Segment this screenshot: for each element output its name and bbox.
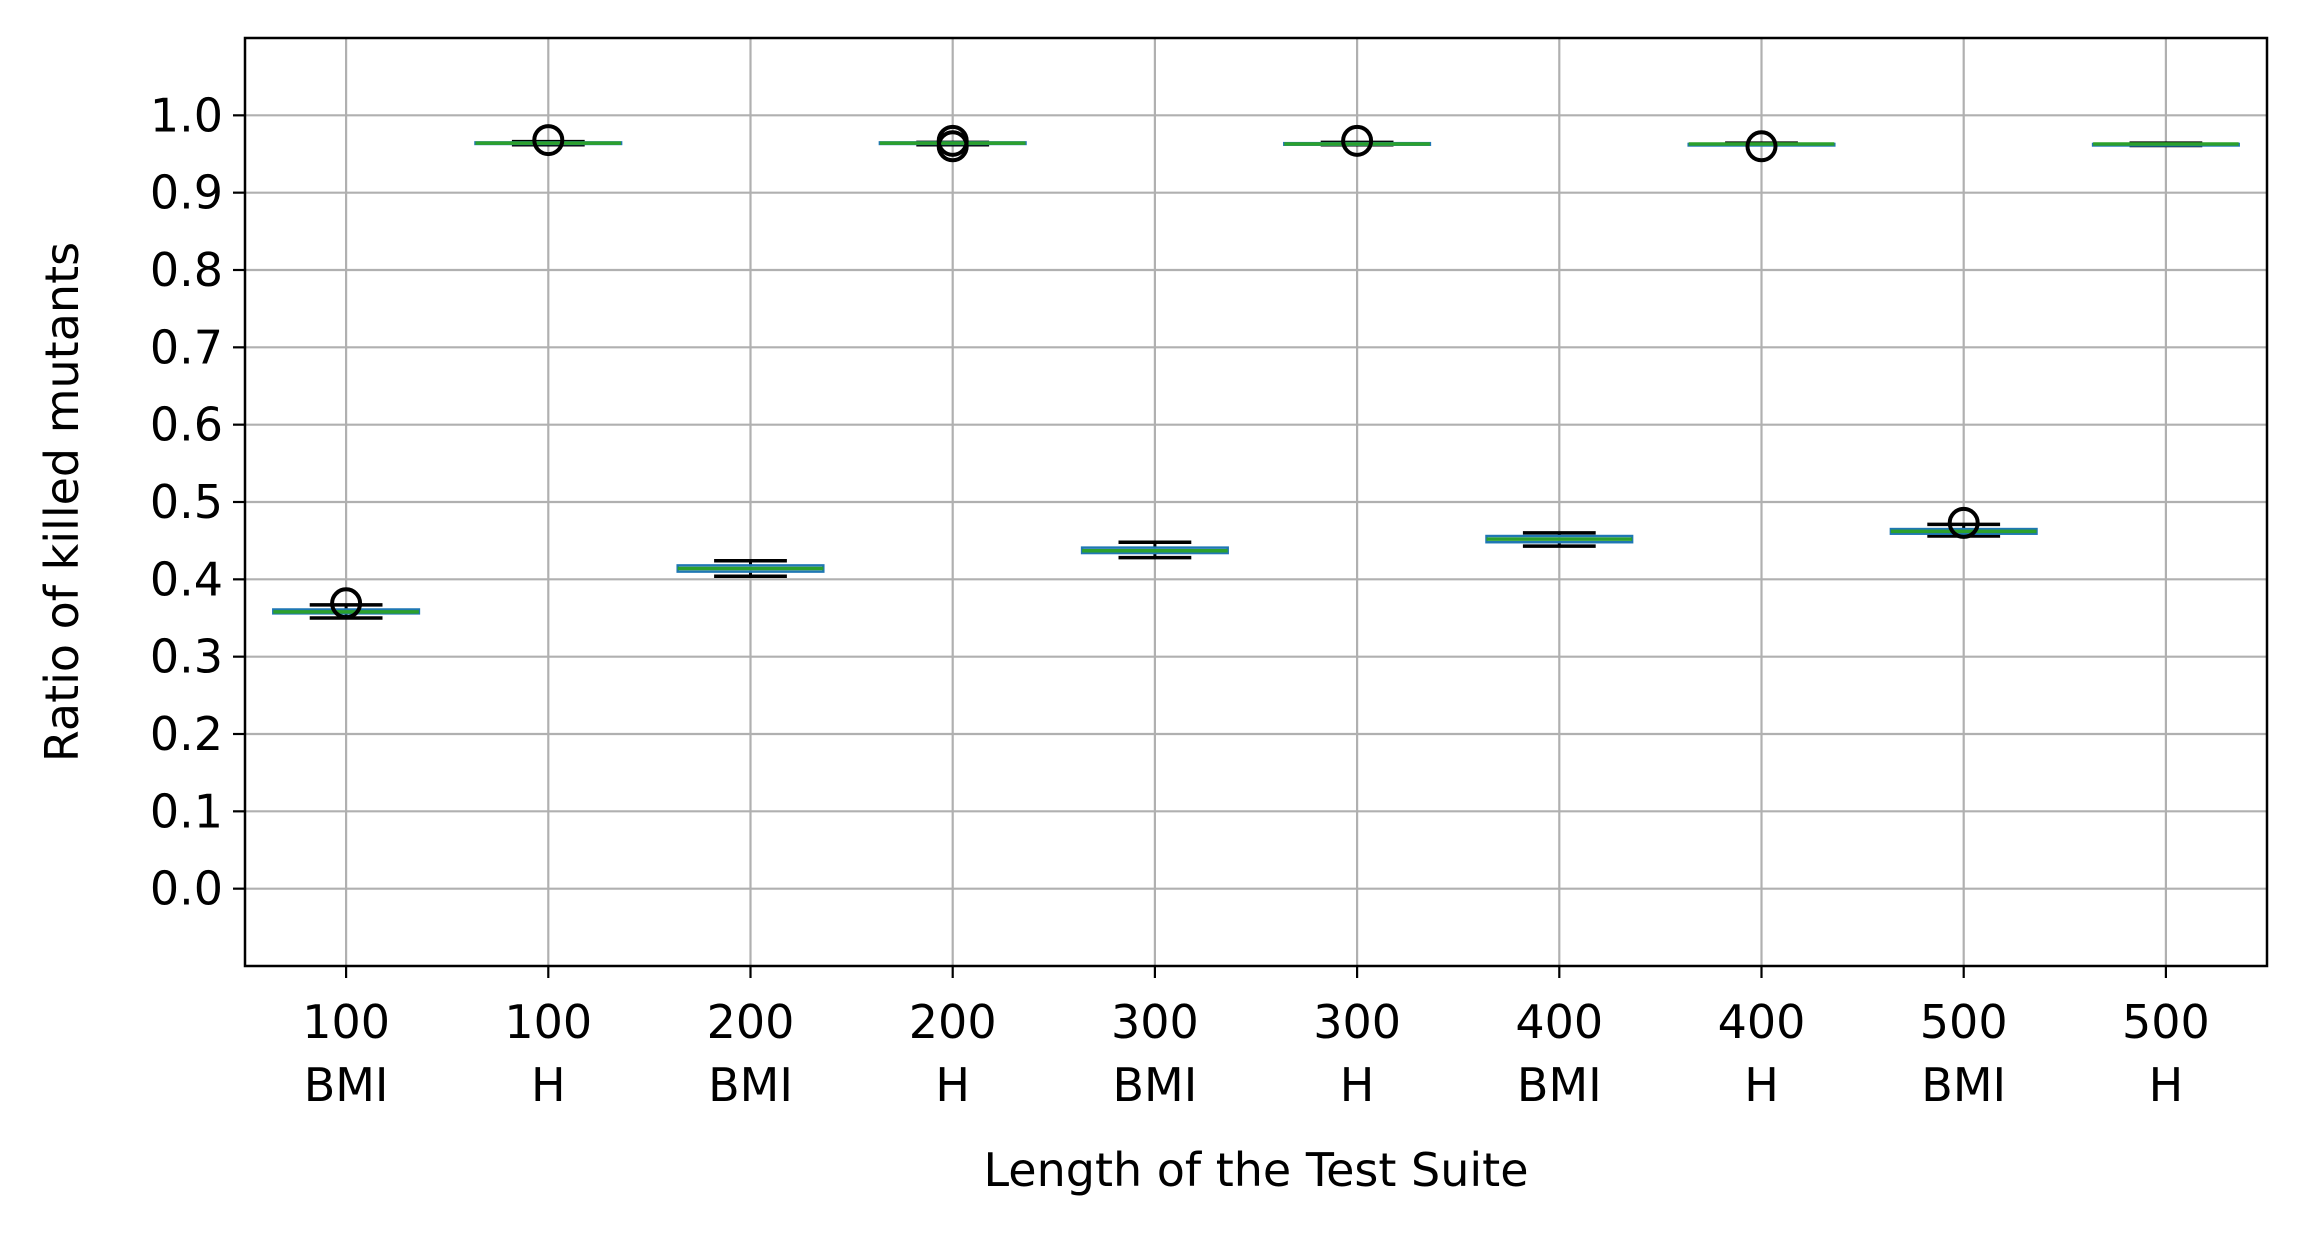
y-axis: 0.0 0.1 0.2 0.3 0.4 0.5 0.6 0.7 0.8 0.9 1.0 (150, 88, 245, 916)
flier-7-0 (1745, 130, 1778, 163)
box-1 (474, 124, 623, 157)
x-axis: 100 BMI 100 H 200 BMI 200 H 300 BMI 300 H 400 BMI 400 H… (302, 966, 2210, 1112)
box-7 (1687, 130, 1836, 163)
y-tick-label-7: 0.7 (150, 320, 223, 374)
y-axis-title: Ratio of killed mutants (35, 242, 89, 762)
y-tick-label-8: 0.8 (150, 243, 223, 297)
x-axis-title: Length of the Test Suite (983, 1143, 1528, 1197)
y-tick-label-2: 0.2 (150, 707, 223, 761)
x-tick-label-2-line2: BMI (708, 1058, 793, 1112)
grid-lines (245, 38, 2267, 966)
x-tick-label-4-line1: 300 (1111, 995, 1199, 1049)
y-tick-label-0: 0.0 (150, 862, 223, 916)
box-9 (2091, 141, 2240, 148)
flier-8-0 (1947, 506, 1980, 539)
y-tick-label-6: 0.6 (150, 398, 223, 452)
x-tick-label-5-line1: 300 (1313, 995, 1401, 1049)
box-2 (676, 559, 825, 578)
y-tick-label-1: 0.1 (150, 784, 223, 838)
x-tick-label-6-line1: 400 (1515, 995, 1603, 1049)
x-tick-label-9-line2: H (2149, 1058, 2184, 1112)
x-tick-label-3-line2: H (935, 1058, 970, 1112)
x-tick-label-1-line2: H (531, 1058, 566, 1112)
x-tick-label-3-line1: 200 (909, 995, 997, 1049)
box-0 (272, 587, 421, 620)
box-4 (1080, 540, 1229, 560)
x-tick-label-7-line1: 400 (1718, 995, 1806, 1049)
x-tick-label-6-line2: BMI (1517, 1058, 1602, 1112)
box-8 (1889, 506, 2038, 539)
flier-3-1 (936, 124, 969, 157)
box-series (272, 124, 2240, 620)
box-5 (1283, 124, 1432, 157)
y-tick-label-3: 0.3 (150, 630, 223, 684)
y-tick-label-9: 0.9 (150, 166, 223, 220)
x-tick-label-8-line1: 500 (1920, 995, 2008, 1049)
flier-5-0 (1341, 124, 1374, 157)
x-tick-label-9-line1: 500 (2122, 995, 2210, 1049)
x-tick-label-5-line2: H (1340, 1058, 1375, 1112)
y-tick-label-5: 0.5 (150, 475, 223, 529)
box-3 (878, 124, 1027, 163)
x-tick-label-4-line2: BMI (1112, 1058, 1197, 1112)
box-6 (1485, 531, 1634, 548)
x-tick-label-2-line1: 200 (707, 995, 795, 1049)
y-tick-label-10: 1.0 (150, 88, 223, 142)
x-tick-label-7-line2: H (1744, 1058, 1779, 1112)
flier-1-0 (532, 124, 565, 157)
flier-0-0 (330, 587, 363, 620)
x-tick-label-0-line1: 100 (302, 995, 390, 1049)
x-tick-label-0-line2: BMI (304, 1058, 389, 1112)
x-tick-label-8-line2: BMI (1921, 1058, 2006, 1112)
x-tick-label-1-line1: 100 (504, 995, 592, 1049)
y-tick-label-4: 0.4 (150, 552, 223, 606)
